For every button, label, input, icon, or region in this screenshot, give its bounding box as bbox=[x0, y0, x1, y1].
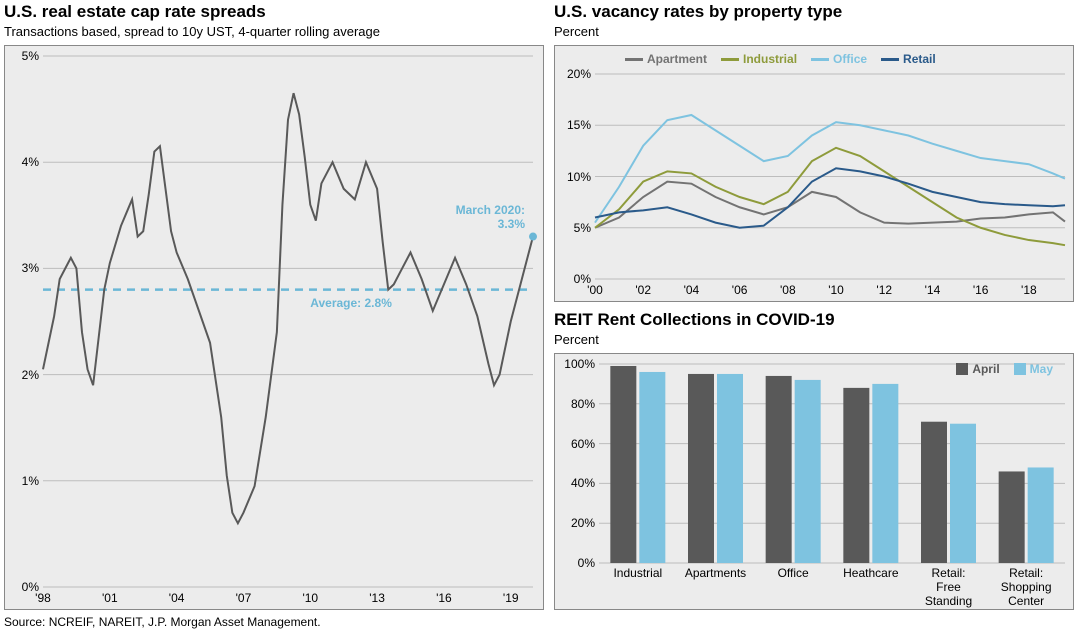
endpoint-label: March 2020:3.3% bbox=[456, 203, 525, 231]
axis-tick: '98 bbox=[35, 591, 51, 605]
axis-tick: '10 bbox=[828, 283, 844, 297]
legend-item: May bbox=[1014, 362, 1053, 376]
bar-category: Retail: Free Standing bbox=[910, 567, 988, 608]
axis-tick: 100% bbox=[559, 357, 595, 371]
axis-tick: 5% bbox=[559, 221, 591, 235]
bar-category: Apartments bbox=[677, 567, 755, 581]
axis-tick: 60% bbox=[559, 437, 595, 451]
plot-rent: 0% 20% 40% 60% 80% 100% IndustrialApartmentsOf… bbox=[554, 353, 1074, 610]
legend-vacancy: Apartment Industrial Office Retail bbox=[625, 52, 936, 66]
axis-tick: '14 bbox=[925, 283, 941, 297]
legend-label: Industrial bbox=[743, 52, 797, 66]
legend-label: Office bbox=[833, 52, 867, 66]
axis-tick: '16 bbox=[436, 591, 452, 605]
panel-vacancy: U.S. vacancy rates by property type Perc… bbox=[554, 2, 1074, 302]
bar-category: Heathcare bbox=[832, 567, 910, 581]
axis-tick: '00 bbox=[587, 283, 603, 297]
legend-swatch bbox=[721, 58, 739, 61]
panel-rent: REIT Rent Collections in COVID-19 Percen… bbox=[554, 310, 1074, 610]
source-text: Source: NCREIF, NAREIT, J.P. Morgan Asse… bbox=[4, 615, 321, 629]
axis-tick: '13 bbox=[369, 591, 385, 605]
legend-swatch bbox=[811, 58, 829, 61]
axis-tick: 20% bbox=[559, 516, 595, 530]
dashboard: U.S. real estate cap rate spreads Transa… bbox=[0, 0, 1080, 610]
panel-cap-rate: U.S. real estate cap rate spreads Transa… bbox=[4, 2, 544, 610]
axis-tick: '12 bbox=[876, 283, 892, 297]
axis-tick: '02 bbox=[635, 283, 651, 297]
axis-tick: 10% bbox=[559, 170, 591, 184]
legend-label: Apartment bbox=[647, 52, 707, 66]
axis-tick: '04 bbox=[169, 591, 185, 605]
axis-tick: '04 bbox=[684, 283, 700, 297]
axis-tick: '16 bbox=[973, 283, 989, 297]
title-rt: U.S. vacancy rates by property type bbox=[554, 2, 1074, 22]
plot-cap-rate: 0%1%2%3%4%5%'98'01'04'07'10'13'16'19Aver… bbox=[4, 45, 544, 610]
legend-item: Retail bbox=[881, 52, 936, 66]
legend-item: April bbox=[956, 362, 999, 376]
legend-label: April bbox=[972, 362, 999, 376]
bar-category: Office bbox=[754, 567, 832, 581]
axis-tick: '10 bbox=[302, 591, 318, 605]
axis-tick: 20% bbox=[559, 67, 591, 81]
subtitle-left: Transactions based, spread to 10y UST, 4… bbox=[4, 24, 544, 39]
axis-tick: '01 bbox=[102, 591, 118, 605]
legend-rent: April May bbox=[956, 362, 1053, 376]
axis-tick: 2% bbox=[9, 368, 39, 382]
axis-tick: '06 bbox=[732, 283, 748, 297]
bar-category: Retail: Shopping Center bbox=[987, 567, 1065, 608]
axis-tick: 0% bbox=[559, 556, 595, 570]
legend-label: May bbox=[1030, 362, 1053, 376]
legend-swatch bbox=[881, 58, 899, 61]
axis-tick: 15% bbox=[559, 118, 591, 132]
legend-item: Apartment bbox=[625, 52, 707, 66]
axis-tick: 5% bbox=[9, 49, 39, 63]
legend-swatch bbox=[1014, 363, 1026, 375]
legend-swatch bbox=[956, 363, 968, 375]
axis-tick: 40% bbox=[559, 476, 595, 490]
axis-tick: '07 bbox=[236, 591, 252, 605]
subtitle-rt: Percent bbox=[554, 24, 1074, 39]
axis-tick: '18 bbox=[1021, 283, 1037, 297]
legend-item: Industrial bbox=[721, 52, 797, 66]
plot-vacancy: 0%5%10%15%20%'00'02'04'06'08'10'12'14'16… bbox=[554, 45, 1074, 302]
axis-tick: '08 bbox=[780, 283, 796, 297]
axis-tick: 80% bbox=[559, 397, 595, 411]
subtitle-rb: Percent bbox=[554, 332, 1074, 347]
bar-category: Industrial bbox=[599, 567, 677, 581]
title-rb: REIT Rent Collections in COVID-19 bbox=[554, 310, 1074, 330]
avg-label: Average: 2.8% bbox=[310, 296, 392, 310]
axis-tick: 3% bbox=[9, 261, 39, 275]
axis-tick: 1% bbox=[9, 474, 39, 488]
legend-label: Retail bbox=[903, 52, 936, 66]
axis-tick: 4% bbox=[9, 155, 39, 169]
axis-tick: '19 bbox=[503, 591, 519, 605]
legend-item: Office bbox=[811, 52, 867, 66]
legend-swatch bbox=[625, 58, 643, 61]
title-left: U.S. real estate cap rate spreads bbox=[4, 2, 544, 22]
